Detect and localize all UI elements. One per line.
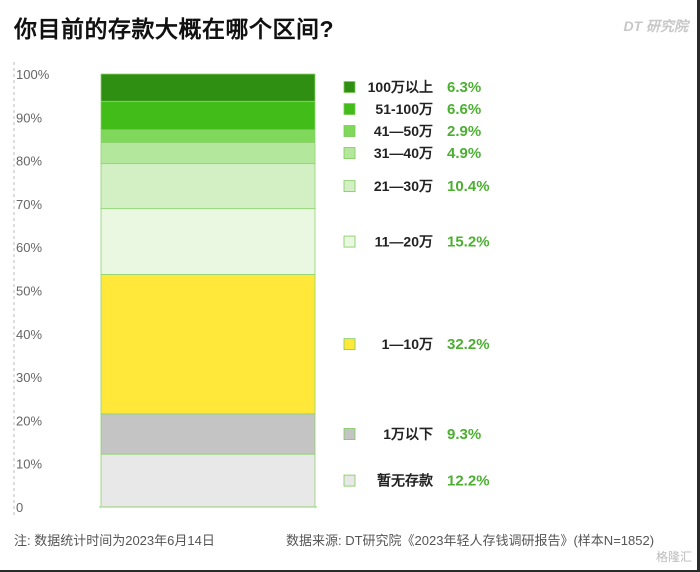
y-tick-label: 0	[16, 500, 23, 515]
footer-note: 注: 数据统计时间为2023年6月14日	[14, 533, 215, 548]
legend-value: 2.9%	[447, 123, 481, 140]
legend-label: 41—50万	[374, 123, 433, 139]
legend-item: 1万以下 9.3%	[343, 426, 481, 443]
legend-value: 12.2%	[447, 473, 490, 490]
legend-value: 6.3%	[447, 79, 481, 96]
legend-swatch	[343, 338, 356, 351]
legend-label: 1万以下	[383, 426, 433, 442]
legend-label: 21—30万	[374, 178, 433, 194]
y-tick-label: 30%	[16, 370, 42, 385]
legend: 暂无存款 12.2% 1万以下 9.3% 1—10万 32.2% 11—20万 15.2% 21…	[343, 79, 490, 490]
legend-label: 100万以上	[368, 79, 433, 95]
legend-value: 4.9%	[447, 145, 481, 162]
bar-segment	[100, 163, 316, 210]
y-tick-label: 10%	[16, 457, 42, 472]
y-tick-label: 100%	[16, 67, 50, 82]
legend-swatch	[343, 180, 356, 193]
y-tick-label: 80%	[16, 154, 42, 169]
y-tick-label: 60%	[16, 240, 42, 255]
legend-swatch	[343, 235, 356, 248]
bar-segment	[100, 73, 316, 102]
bar-segment	[100, 142, 316, 165]
legend-value: 6.6%	[447, 101, 481, 118]
y-axis: 0 10% 20% 30% 40% 50% 60% 70% 80% 90% 100%	[13, 62, 50, 518]
y-tick-label: 20%	[16, 413, 42, 428]
legend-label: 1—10万	[382, 336, 433, 352]
bar-segment	[100, 100, 316, 131]
legend-item: 31—40万 4.9%	[343, 145, 481, 162]
legend-item: 21—30万 10.4%	[343, 178, 490, 195]
legend-swatch	[343, 428, 356, 440]
legend-label: 51-100万	[375, 101, 433, 117]
brand-logo: DT 研究院	[623, 18, 688, 34]
bar-segment	[100, 413, 316, 455]
legend-value: 10.4%	[447, 178, 490, 195]
footer-source: 数据来源: DT研究院《2023年轻人存钱调研报告》(样本N=1852)	[286, 533, 655, 548]
legend-item: 51-100万 6.6%	[343, 101, 481, 118]
legend-item: 1—10万 32.2%	[343, 336, 490, 353]
bar-segment	[100, 453, 316, 508]
bar-segment	[100, 129, 316, 143]
legend-item: 11—20万 15.2%	[343, 234, 490, 251]
bar-segment	[100, 208, 316, 275]
y-tick-label: 40%	[16, 327, 42, 342]
bar-segments	[99, 73, 317, 508]
y-tick-label: 70%	[16, 197, 42, 212]
legend-swatch	[343, 81, 356, 93]
chart-title: 你目前的存款大概在哪个区间?	[14, 16, 335, 42]
y-tick-label: 50%	[16, 284, 42, 299]
legend-swatch	[343, 125, 356, 137]
legend-item: 暂无存款 12.2%	[343, 473, 490, 490]
legend-label: 11—20万	[375, 234, 433, 250]
legend-item: 41—50万 2.9%	[343, 123, 481, 140]
legend-value: 9.3%	[447, 426, 481, 443]
legend-value: 32.2%	[447, 336, 490, 353]
bar-segment	[100, 274, 316, 415]
legend-swatch	[343, 103, 356, 115]
legend-swatch	[343, 474, 356, 487]
legend-label: 暂无存款	[377, 473, 434, 489]
watermark: 格隆汇	[655, 550, 692, 564]
y-tick-label: 90%	[16, 110, 42, 125]
legend-label: 31—40万	[374, 145, 433, 161]
legend-swatch	[343, 147, 356, 159]
legend-value: 15.2%	[447, 234, 490, 251]
legend-item: 100万以上 6.3%	[343, 79, 481, 96]
